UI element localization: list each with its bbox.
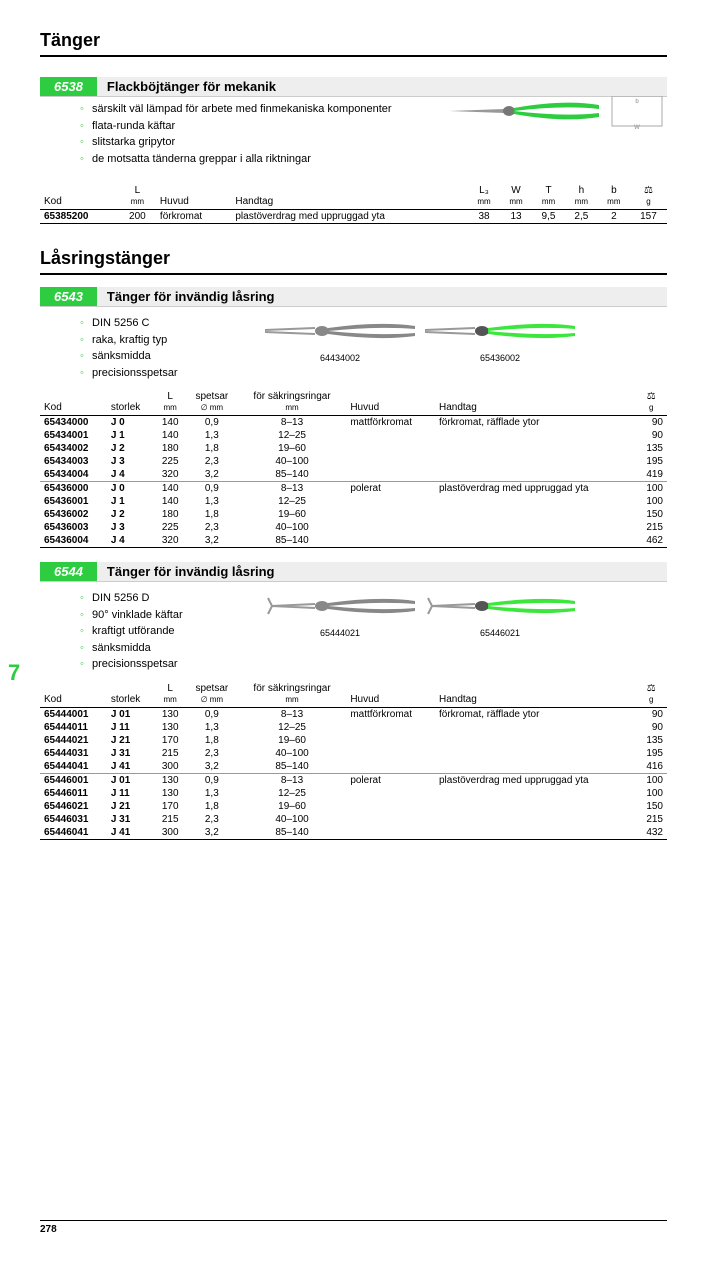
- col-kod: Kod: [40, 183, 119, 210]
- code-badge: 6544: [40, 562, 97, 581]
- col-b: bmm: [598, 183, 630, 210]
- table-row: 65446041J 413003,285–140432: [40, 826, 667, 840]
- table-row: 65444001J 011300,98–13mattförkromatförkr…: [40, 707, 667, 721]
- col-huvud: Huvud: [346, 389, 435, 416]
- table-row: 65446031J 312152,340–100215: [40, 813, 667, 826]
- features-6538: särskilt väl lämpad för arbete med finme…: [40, 101, 667, 167]
- table-6544: Kod storlek Lmm spetsar∅ mm för säkrings…: [40, 681, 667, 840]
- table-row: 65444011J 111301,312–2590: [40, 721, 667, 734]
- col-handtag: Handtag: [435, 681, 636, 708]
- section-title: Tänger för invändig låsring: [97, 562, 667, 581]
- table-6543: Kod storlek Lmm spetsar∅ mm för säkrings…: [40, 389, 667, 548]
- col-kod: Kod: [40, 681, 107, 708]
- section-6543-header: 6543 Tänger för invändig låsring: [40, 287, 667, 307]
- col-storlek: storlek: [107, 681, 155, 708]
- feature-item: flata-runda käftar: [80, 118, 667, 135]
- col-l: Lmm: [154, 389, 185, 416]
- col-l: Lmm: [154, 681, 185, 708]
- table-row: 65446021J 211701,819–60150: [40, 800, 667, 813]
- feature-item: DIN 5256 D: [80, 590, 260, 607]
- subsection-title: Låsringstänger: [40, 248, 667, 275]
- feature-item: precisionsspetsar: [80, 365, 260, 382]
- table-row: 65446011J 111301,312–25100: [40, 787, 667, 800]
- footer-page-number: 278: [40, 1220, 667, 1235]
- code-badge: 6538: [40, 77, 97, 96]
- feature-item: DIN 5256 C: [80, 315, 260, 332]
- col-t: Tmm: [532, 183, 565, 210]
- section-6538-header: 6538 Flackböjtänger för mekanik: [40, 77, 667, 97]
- table-row: 65385200 200 förkromat plastöverdrag med…: [40, 210, 667, 224]
- col-kod: Kod: [40, 389, 107, 416]
- product-image: 65444021: [260, 586, 420, 681]
- col-huvud: Huvud: [346, 681, 435, 708]
- feature-item: särskilt väl lämpad för arbete med finme…: [80, 101, 667, 118]
- col-h: hmm: [565, 183, 598, 210]
- table-row: 65436000J 01400,98–13poleratplastöverdra…: [40, 482, 667, 496]
- section-6544-header: 6544 Tänger för invändig låsring: [40, 562, 667, 582]
- table-row: 65436002J 21801,819–60150: [40, 508, 667, 521]
- code-badge: 6543: [40, 287, 97, 306]
- table-row: 65446001J 011300,98–13poleratplastöverdr…: [40, 773, 667, 787]
- col-g: ⚖g: [630, 183, 667, 210]
- product-image: 64434002: [260, 311, 420, 389]
- col-l3: L₃mm: [468, 183, 500, 210]
- col-handtag: Handtag: [435, 389, 636, 416]
- features-6543: DIN 5256 C raka, kraftig typ sänksmidda …: [40, 315, 260, 381]
- table-row: 65436001J 11401,312–25100: [40, 495, 667, 508]
- feature-item: sänksmidda: [80, 640, 260, 657]
- product-image: 65446021: [420, 586, 580, 681]
- product-image: 65436002: [420, 311, 580, 389]
- table-row: 65444041J 413003,285–140416: [40, 760, 667, 774]
- col-storlek: storlek: [107, 389, 155, 416]
- col-sp: spetsar∅ mm: [186, 389, 238, 416]
- col-g: ⚖g: [636, 681, 667, 708]
- table-row: 65434004J 43203,285–140419: [40, 468, 667, 482]
- feature-item: 90° vinklade käftar: [80, 607, 260, 624]
- col-huvud: Huvud: [156, 183, 231, 210]
- table-row: 65444021J 211701,819–60135: [40, 734, 667, 747]
- col-g: ⚖g: [636, 389, 667, 416]
- table-row: 65434000J 01400,98–13mattförkromatförkro…: [40, 416, 667, 430]
- col-w: Wmm: [500, 183, 532, 210]
- table-row: 65444031J 312152,340–100195: [40, 747, 667, 760]
- col-rng: för säkringsringarmm: [238, 681, 347, 708]
- page-title: Tänger: [40, 30, 667, 57]
- col-handtag: Handtag: [231, 183, 468, 210]
- col-rng: för säkringsringarmm: [238, 389, 347, 416]
- feature-item: sänksmidda: [80, 348, 260, 365]
- table-row: 65434001J 11401,312–2590: [40, 429, 667, 442]
- feature-item: raka, kraftig typ: [80, 332, 260, 349]
- table-6538: Kod Lmm Huvud Handtag L₃mm Wmm Tmm hmm b…: [40, 183, 667, 224]
- feature-item: de motsatta tänderna greppar i alla rikt…: [80, 151, 667, 168]
- col-sp: spetsar∅ mm: [186, 681, 238, 708]
- table-row: 65436004J 43203,285–140462: [40, 534, 667, 548]
- col-l: Lmm: [119, 183, 156, 210]
- feature-item: slitstarka gripytor: [80, 134, 667, 151]
- features-6544: DIN 5256 D 90° vinklade käftar kraftigt …: [40, 590, 260, 673]
- side-page-number: 7: [8, 660, 20, 686]
- feature-item: precisionsspetsar: [80, 656, 260, 673]
- section-title: Tänger för invändig låsring: [97, 287, 667, 306]
- table-row: 65436003J 32252,340–100215: [40, 521, 667, 534]
- section-title: Flackböjtänger för mekanik: [97, 77, 667, 96]
- feature-item: kraftigt utförande: [80, 623, 260, 640]
- table-row: 65434002J 21801,819–60135: [40, 442, 667, 455]
- table-row: 65434003J 32252,340–100195: [40, 455, 667, 468]
